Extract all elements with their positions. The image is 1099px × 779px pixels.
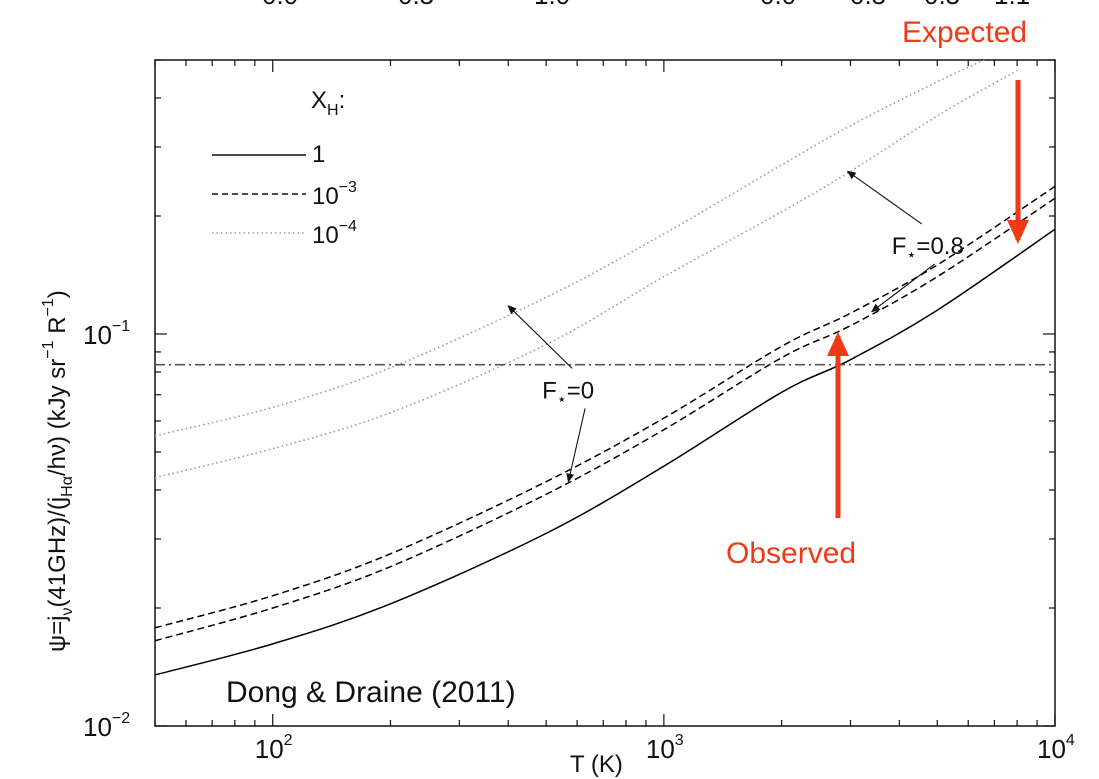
- credit-label: Dong & Draine (2011): [226, 676, 516, 709]
- axis-ticks: 102 103 104 10−2 10−1: [83, 59, 1075, 764]
- legend-label-3: 10−4: [312, 218, 357, 249]
- observed-label: Observed: [726, 537, 856, 570]
- expected-label: Expected: [902, 16, 1027, 49]
- annotation-fstar-0: F⋆=0: [542, 377, 594, 408]
- series-line-dashed: [155, 197, 1055, 642]
- legend-title: XH:: [311, 87, 345, 119]
- top-cut-tick-label: 0.0: [760, 0, 796, 10]
- top-cut-tick-label: 0.5: [850, 0, 886, 10]
- x-tick-label: 103: [646, 732, 684, 764]
- legend-label-2: 10−3: [312, 179, 357, 210]
- series-group: [155, 60, 1055, 676]
- series-line-dotted: [155, 69, 1018, 479]
- annotations: F⋆=0 F⋆=0.8: [507, 170, 964, 483]
- y-tick-label: 10−1: [83, 318, 130, 350]
- legend-label-1: 1: [312, 141, 325, 168]
- legend: XH: 1 10−3 10−4: [212, 87, 357, 249]
- x-tick-label: 102: [255, 732, 293, 764]
- red-overlay: Expected Observed: [726, 16, 1029, 570]
- top-cut-tick-label: 0.0: [262, 0, 298, 10]
- y-tick-label: 10−2: [83, 710, 130, 742]
- x-tick-label: 104: [1037, 732, 1075, 764]
- top-cut-tick-label: 1.0: [534, 0, 570, 10]
- top-cut-ticks: 0.0 0.5 1.0 0.0 0.5 0.5 1.1: [262, 0, 1030, 10]
- annotation-arrow-down: [566, 408, 586, 483]
- top-cut-tick-label: 0.5: [398, 0, 434, 10]
- annotation-arrow-down: [870, 263, 936, 313]
- series-line-solid: [155, 228, 1055, 676]
- annotation-fstar-0-8: F⋆=0.8: [892, 233, 964, 264]
- top-cut-tick-label: 1.1: [994, 0, 1030, 10]
- top-cut-tick-label: 0.5: [924, 0, 960, 10]
- y-axis-title: ψ=jν(41GHz)/(jHα/hν) (kJy sr−1 R−1): [40, 290, 76, 652]
- series-line-dashed: [155, 185, 1055, 629]
- x-axis-title: T (K): [570, 751, 623, 778]
- annotation-arrow-up: [846, 170, 923, 225]
- annotation-arrow-up: [507, 305, 573, 369]
- plot-frame: [154, 59, 1056, 727]
